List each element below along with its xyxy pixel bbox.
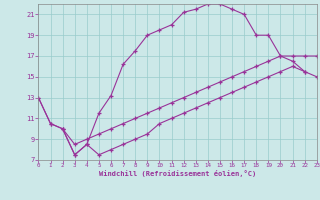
X-axis label: Windchill (Refroidissement éolien,°C): Windchill (Refroidissement éolien,°C) <box>99 170 256 177</box>
